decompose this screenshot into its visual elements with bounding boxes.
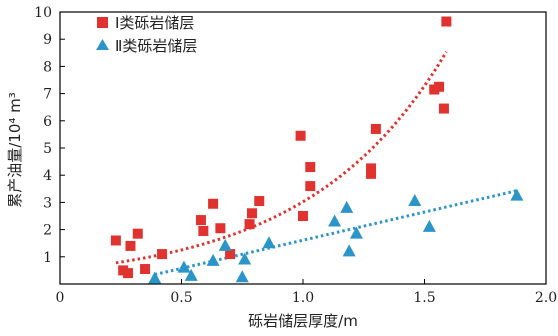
data-point-series-2 [148,271,162,284]
data-point-series-2 [184,268,198,281]
data-point-series-1 [225,249,236,260]
data-point-series-1 [246,208,257,219]
data-point-series-2 [349,226,363,239]
data-point-series-2 [342,244,356,257]
data-point-series-2 [408,194,422,207]
legend-marker-series-2 [96,39,109,50]
x-axis-title: 砾岩储层厚度/m [248,312,358,330]
y-tick-label: 9 [43,32,52,48]
y-tick-label: 7 [43,87,52,103]
y-axis-title: 累产油量/10⁴ m³ [6,92,24,208]
y-tick-label: 3 [43,195,52,211]
data-point-series-1 [305,181,316,192]
data-point-series-2 [340,200,354,213]
data-point-series-2 [206,253,220,266]
legend: Ⅰ类砾岩储层 Ⅱ类砾岩储层 [96,14,197,55]
data-point-series-1 [110,235,121,246]
data-point-series-2 [177,260,191,273]
x-tick-label: 1.5 [413,290,435,306]
data-point-series-1 [441,16,452,27]
legend-marker-series-1 [97,17,108,28]
data-point-series-1 [298,211,308,221]
data-point-series-1 [215,223,226,234]
data-point-series-1 [132,228,143,239]
data-point-series-2 [328,214,342,227]
data-point-series-1 [295,130,306,141]
y-tick-label: 2 [43,223,52,239]
y-axis-ticks: 1 2 3 4 5 6 7 8 9 10 [34,5,65,266]
data-point-series-1 [244,219,255,230]
x-tick-label: 0 [56,290,65,306]
trendlines [115,51,518,277]
data-point-series-1 [366,163,377,174]
data-point-series-2 [238,252,252,265]
trendline-series-1 [115,51,448,265]
y-tick-label: 8 [43,59,52,75]
data-point-series-1 [370,123,381,134]
x-tick-label: 2.0 [535,290,557,306]
x-tick-label: 1.0 [292,290,314,306]
data-point-series-1 [434,81,445,92]
data-point-series-2 [510,188,524,201]
y-tick-label: 5 [43,141,52,157]
legend-label-series-2: Ⅱ类砾岩储层 [115,37,197,55]
x-axis-ticks: 0 0.5 1.0 1.5 2.0 [56,279,557,306]
data-point-series-1 [254,196,265,207]
data-point-series-2 [218,238,232,251]
data-point-series-1 [140,264,151,275]
data-point-series-1 [123,268,134,279]
data-point-series-1 [438,103,449,114]
y-tick-label: 6 [43,114,52,130]
y-tick-label: 1 [43,250,52,266]
data-point-series-1 [208,198,219,209]
legend-label-series-1: Ⅰ类砾岩储层 [115,14,194,32]
data-point-series-2 [262,236,276,249]
data-markers [110,16,524,284]
data-point-series-2 [235,270,249,283]
data-point-series-2 [422,219,436,232]
data-point-series-1 [157,249,168,260]
data-point-series-1 [195,215,206,226]
y-tick-label: 10 [34,5,52,21]
x-tick-label: 0.5 [170,290,192,306]
data-point-series-1 [125,240,136,251]
data-point-series-1 [305,162,316,173]
y-tick-label: 4 [43,168,52,184]
data-point-series-1 [366,168,377,179]
data-point-series-1 [198,225,209,236]
